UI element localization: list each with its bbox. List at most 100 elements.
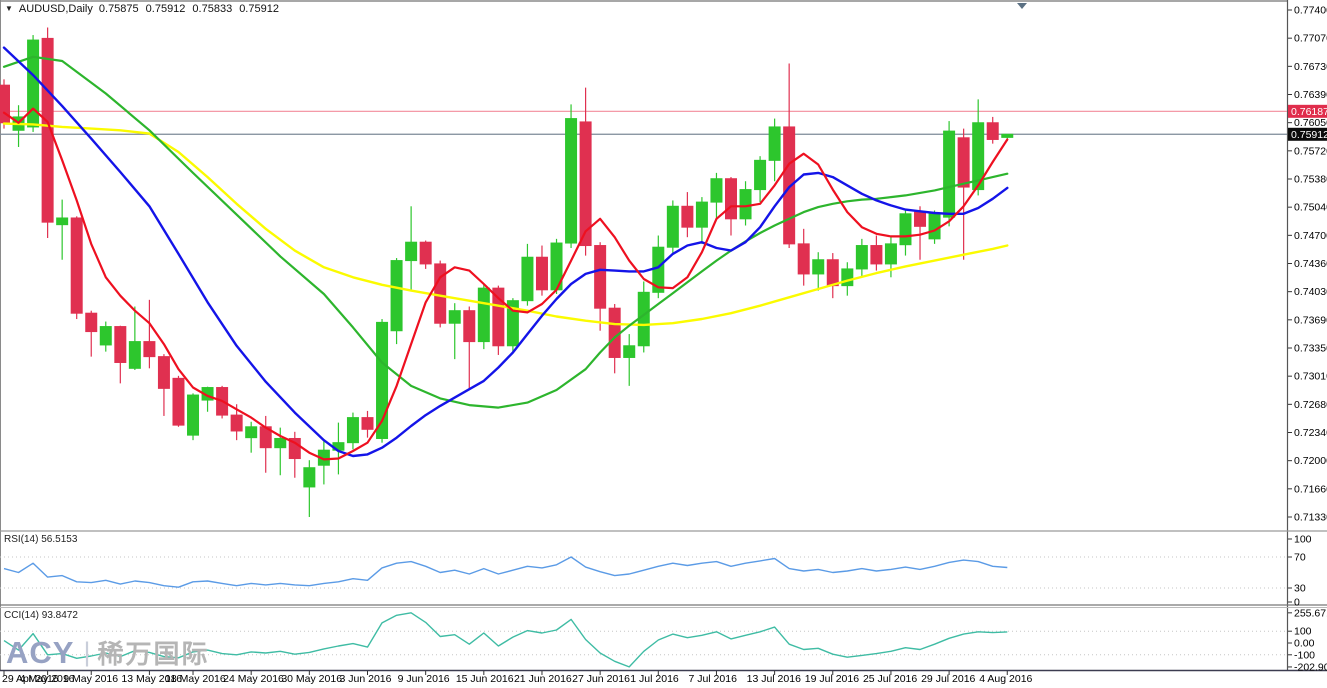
bullish-candle-body [346,417,359,444]
rsi-axis-label: 0 [1294,597,1300,609]
rsi-axis-label: 30 [1294,583,1306,595]
bullish-candle-body [943,130,956,218]
bearish-candle-body [492,287,505,347]
bullish-candle-body [812,259,825,275]
date-axis-label: 4 Aug 2016 [979,673,1032,685]
ma-blue-mid [2,46,1009,458]
date-axis-label: 13 Jul 2016 [747,673,801,685]
date-axis-label: 19 Jul 2016 [805,673,859,685]
cci-axis-label: 0.00 [1294,638,1315,650]
rsi-line [3,556,1008,588]
watermark-separator: | [83,637,91,667]
date-axis-label: 4 May 2016 [20,673,75,685]
ma-overlay-ma_green [2,55,1009,409]
current-price-tag: 0.75912 [1288,127,1327,141]
bearish-candle-body [535,256,548,291]
date-axis-label: 29 Apr 2016 [2,673,59,685]
date-axis-label: 15 Jun 2016 [456,673,514,685]
ohlc-low: 0.75833 [192,3,233,15]
candlesticks[interactable] [0,27,1014,517]
rsi-axis-label: 100 [1294,534,1312,546]
broker-watermark: ACY | 稀万国际 [6,634,209,671]
bullish-candle-body [245,426,258,439]
bullish-candle-body [695,201,708,228]
bullish-candle-body [376,321,389,439]
bullish-candle-body [768,126,781,161]
symbol-dropdown-icon: ▼ [5,4,13,13]
bearish-candle-body [870,245,883,265]
bullish-candle-body [56,217,69,226]
date-axis-label: 9 Jun 2016 [398,673,450,685]
bullish-candle-body [972,122,985,191]
bullish-candle-body [448,310,461,324]
bearish-candle-body [157,356,170,389]
ma-overlay-ma_yellow [2,122,1009,327]
date-axis-label: 18 May 2016 [165,673,226,685]
price-tag-value: 0.75912 [1291,129,1327,141]
price-tag-value: 0.76187 [1291,106,1327,118]
ohlc-close: 0.75912 [239,3,279,15]
bearish-candle-body [230,414,243,432]
bearish-candle-body [725,178,737,220]
ma-yellow-slow [2,122,1009,327]
bearish-candle-body [579,121,592,247]
bearish-candle-body [143,341,156,358]
bearish-candle-body [172,377,185,426]
bullish-candle-body [99,326,112,346]
bearish-candle-body [361,417,374,430]
bullish-candle-body [739,189,752,220]
chart-borders [0,0,1327,672]
date-axis-label: 25 Jul 2016 [863,673,917,685]
bullish-candle-body [565,118,578,244]
bearish-candle-body [681,205,694,228]
bullish-candle-body [303,467,316,488]
cci-axis-label: 255.6713 [1294,607,1327,619]
cci-panel-label: CCI(14) 93.8472 [4,610,78,621]
date-axis-label: 13 May 2016 [121,673,182,685]
date-axis-label: 24 May 2016 [223,673,284,685]
bullish-candle-body [128,341,141,369]
bullish-candle-body [521,256,534,302]
bearish-candle-body [419,241,432,265]
bullish-candle-body [477,287,490,343]
date-axis-label: 21 Jun 2016 [514,673,572,685]
acy-logo: ACY [6,634,75,670]
bullish-candle-body [274,437,287,449]
bullish-candle-body [187,394,200,436]
shift-marker[interactable] [1017,3,1027,9]
cci-axis-label: -100 [1294,649,1315,661]
bullish-candle-body [855,245,868,270]
chart-shift-marker-icon[interactable] [1017,3,1027,9]
date-axis-label: 30 May 2016 [281,673,342,685]
symbol-timeframe-label: AUDUSD,Daily [18,3,93,15]
bearish-candle-body [70,217,83,314]
bearish-candle-body [288,437,301,460]
ohlc-high: 0.75912 [145,3,186,15]
rsi-panel[interactable]: 100 70 30 0 [0,534,1312,609]
rsi-panel-label: RSI(14) 56.5153 [4,534,78,545]
date-axis-label: 9 May 2016 [63,673,118,685]
horizontal-price-lines [0,110,1287,135]
watermark-chinese-name: 稀万国际 [97,639,210,669]
bearish-candle-body [826,259,839,287]
ma-overlay-ma_blue [2,46,1009,458]
bearish-candle-body [783,126,796,245]
